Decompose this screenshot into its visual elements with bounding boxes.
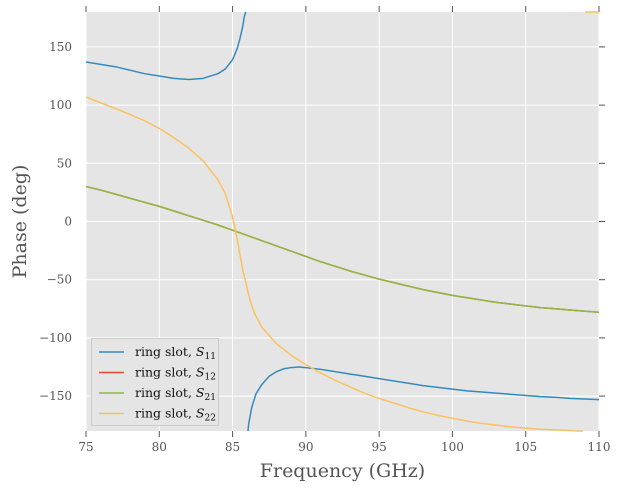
legend-label-symbol: S	[196, 365, 205, 380]
legend-label-prefix: ring slot,	[135, 365, 196, 380]
legend-label-12: ring slot, S12	[135, 365, 216, 383]
x-tick-label: 110	[588, 440, 611, 454]
y-tick-label: 0	[64, 215, 72, 229]
x-tick-label: 95	[372, 440, 387, 454]
x-tick-label: 75	[78, 440, 93, 454]
y-axis-title: Phase (deg)	[9, 165, 31, 279]
x-tick-label: 90	[298, 440, 313, 454]
legend-label-prefix: ring slot,	[135, 385, 196, 400]
legend-label-prefix: ring slot,	[135, 406, 196, 421]
y-tick-label: −100	[39, 331, 72, 345]
x-tick-label: 80	[152, 440, 167, 454]
legend-label-22: ring slot, S22	[135, 406, 216, 424]
grid-lines	[85, 12, 600, 431]
y-tick-label: 50	[57, 156, 72, 170]
legend-label-subscript: 12	[205, 373, 216, 383]
series-line-22	[85, 11, 599, 432]
x-tick-label: 100	[441, 440, 464, 454]
legend-label-prefix: ring slot,	[135, 344, 196, 359]
legend-label-11: ring slot, S11	[135, 344, 216, 362]
x-tick-label: 105	[514, 440, 537, 454]
legend-label-subscript: 22	[205, 414, 216, 424]
legend-label-symbol: S	[196, 344, 205, 359]
y-tick-label: 100	[49, 98, 72, 112]
legend-label-21: ring slot, S21	[135, 385, 216, 403]
x-axis-title: Frequency (GHz)	[260, 460, 425, 482]
x-tick-label: 85	[225, 440, 240, 454]
axis-ticks: 75 80 85 90 95 100 105 110 150 100 50 0 −50 −100 −150	[39, 6, 610, 454]
y-tick-label: 150	[49, 40, 72, 54]
series-lines	[85, 11, 600, 432]
series-line-21	[85, 185, 600, 314]
y-tick-label: −50	[47, 273, 72, 287]
series-line-11	[85, 11, 600, 432]
y-tick-label: −150	[39, 389, 72, 403]
legend-label-subscript: 21	[205, 393, 216, 403]
legend-label-subscript: 11	[205, 352, 216, 362]
legend-box	[91, 338, 219, 426]
legend-label-symbol: S	[196, 406, 205, 421]
legend-label-symbol: S	[196, 385, 205, 400]
